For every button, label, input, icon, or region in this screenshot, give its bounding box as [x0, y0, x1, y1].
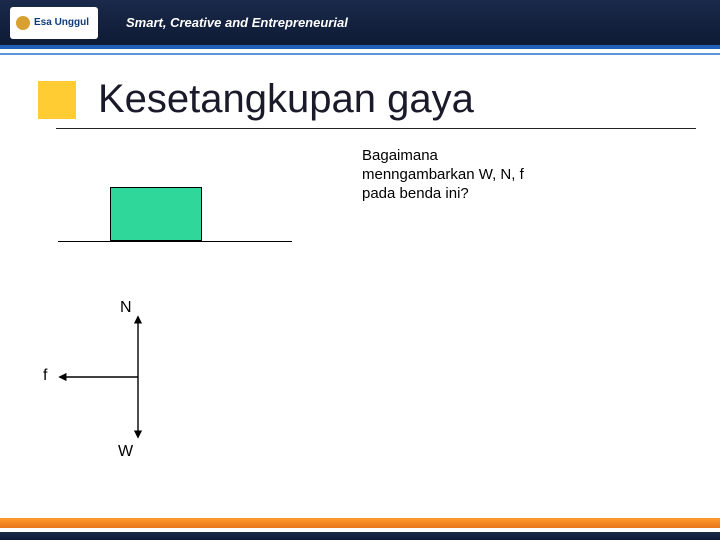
vector-label-f: f — [43, 367, 47, 385]
vector-label-w: W — [118, 443, 133, 461]
content-area: Bagaimana menngambarkan W, N, f pada ben… — [0, 129, 720, 489]
title-row: Kesetangkupan gaya — [38, 77, 720, 122]
tagline-text: Smart, Creative and Entrepreneurial — [126, 15, 348, 30]
surface-line — [58, 241, 292, 242]
footer-stripe-blue — [0, 532, 720, 540]
page-title: Kesetangkupan gaya — [98, 77, 474, 122]
question-line1: Bagaimana — [362, 147, 438, 164]
logo: Esa Unggul — [10, 7, 98, 39]
footer-bar — [0, 518, 720, 540]
header-stripe-white — [0, 49, 720, 55]
question-line3: pada benda ini? — [362, 185, 469, 202]
block-box — [110, 187, 202, 241]
question-text: Bagaimana menngambarkan W, N, f pada ben… — [362, 147, 582, 203]
logo-text: Esa Unggul — [34, 17, 89, 28]
title-bullet-icon — [38, 81, 76, 119]
question-line2: menngambarkan W, N, f — [362, 166, 524, 183]
footer-stripe-orange — [0, 518, 720, 528]
header-bar: Esa Unggul Smart, Creative and Entrepren… — [0, 0, 720, 45]
logo-mark-icon — [16, 16, 30, 30]
vector-label-n: N — [120, 299, 132, 317]
